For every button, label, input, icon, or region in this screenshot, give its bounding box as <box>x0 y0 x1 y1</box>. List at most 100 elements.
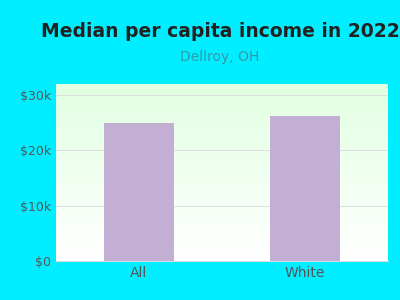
Bar <box>56 208 388 209</box>
Bar <box>56 239 388 240</box>
Bar <box>56 106 388 108</box>
Bar <box>56 156 388 158</box>
Text: Median per capita income in 2022: Median per capita income in 2022 <box>41 22 399 41</box>
Bar <box>56 130 388 131</box>
Bar <box>56 209 388 211</box>
Bar <box>56 169 388 171</box>
Bar <box>56 127 388 128</box>
Bar <box>56 92 388 93</box>
Bar <box>56 193 388 195</box>
Bar <box>56 189 388 190</box>
Bar <box>56 152 388 153</box>
Bar <box>56 224 388 226</box>
Bar <box>56 174 388 176</box>
Bar <box>56 258 388 260</box>
Bar <box>56 146 388 147</box>
Text: Dellroy, OH: Dellroy, OH <box>180 50 260 64</box>
Bar <box>56 119 388 121</box>
Bar <box>56 181 388 183</box>
Bar <box>56 255 388 256</box>
Bar <box>56 111 388 112</box>
Bar <box>56 251 388 252</box>
Bar <box>56 254 388 255</box>
Bar <box>56 161 388 162</box>
Bar <box>56 206 388 208</box>
Bar <box>56 167 388 168</box>
Bar <box>56 199 388 200</box>
Bar <box>56 249 388 251</box>
Bar <box>56 195 388 196</box>
Bar <box>56 245 388 246</box>
Bar <box>56 232 388 233</box>
Bar <box>56 171 388 172</box>
Bar <box>56 176 388 177</box>
Bar <box>56 218 388 220</box>
Bar <box>56 159 388 161</box>
Bar <box>56 202 388 203</box>
Bar <box>56 196 388 198</box>
Bar <box>56 103 388 105</box>
Bar <box>56 184 388 186</box>
Bar <box>56 113 388 115</box>
Bar <box>56 248 388 249</box>
Bar <box>56 139 388 140</box>
Bar <box>56 220 388 221</box>
Bar <box>56 143 388 145</box>
Bar <box>104 123 174 261</box>
Bar <box>56 105 388 106</box>
Bar <box>56 205 388 206</box>
Bar <box>56 122 388 124</box>
Bar <box>56 190 388 192</box>
Bar <box>56 217 388 218</box>
Bar <box>56 246 388 248</box>
Bar <box>56 131 388 133</box>
Bar <box>56 240 388 242</box>
Bar <box>56 243 388 245</box>
Bar <box>56 94 388 96</box>
Bar <box>56 140 388 142</box>
Bar <box>56 165 388 166</box>
Bar <box>56 93 388 94</box>
Bar <box>56 198 388 199</box>
Bar <box>56 187 388 189</box>
Bar <box>56 230 388 232</box>
Bar <box>56 168 388 170</box>
Bar <box>56 142 388 143</box>
Bar <box>56 192 388 193</box>
Bar <box>56 96 388 97</box>
Bar <box>56 136 388 137</box>
Bar <box>56 158 388 159</box>
Bar <box>270 116 340 261</box>
Bar <box>56 256 388 258</box>
Bar <box>56 203 388 205</box>
Bar <box>56 128 388 130</box>
Bar <box>56 215 388 217</box>
Bar <box>56 99 388 100</box>
Bar <box>56 212 388 214</box>
Bar <box>56 124 388 125</box>
Bar <box>56 137 388 139</box>
Bar <box>56 88 388 90</box>
Bar <box>56 115 388 116</box>
Bar <box>56 237 388 239</box>
Bar <box>56 100 388 102</box>
Bar <box>56 133 388 134</box>
Bar <box>56 186 388 187</box>
Bar <box>56 147 388 149</box>
Bar <box>56 118 388 119</box>
Bar <box>56 108 388 109</box>
Bar <box>56 233 388 235</box>
Bar <box>56 134 388 136</box>
Bar <box>56 214 388 215</box>
Bar <box>56 172 388 174</box>
Bar <box>56 211 388 212</box>
Bar <box>56 200 388 202</box>
Bar <box>56 153 388 155</box>
Bar <box>56 109 388 111</box>
Bar <box>56 149 388 150</box>
Bar <box>56 178 388 180</box>
Bar <box>56 164 388 165</box>
Bar <box>56 84 388 86</box>
Bar <box>56 150 388 152</box>
Bar <box>56 87 388 88</box>
